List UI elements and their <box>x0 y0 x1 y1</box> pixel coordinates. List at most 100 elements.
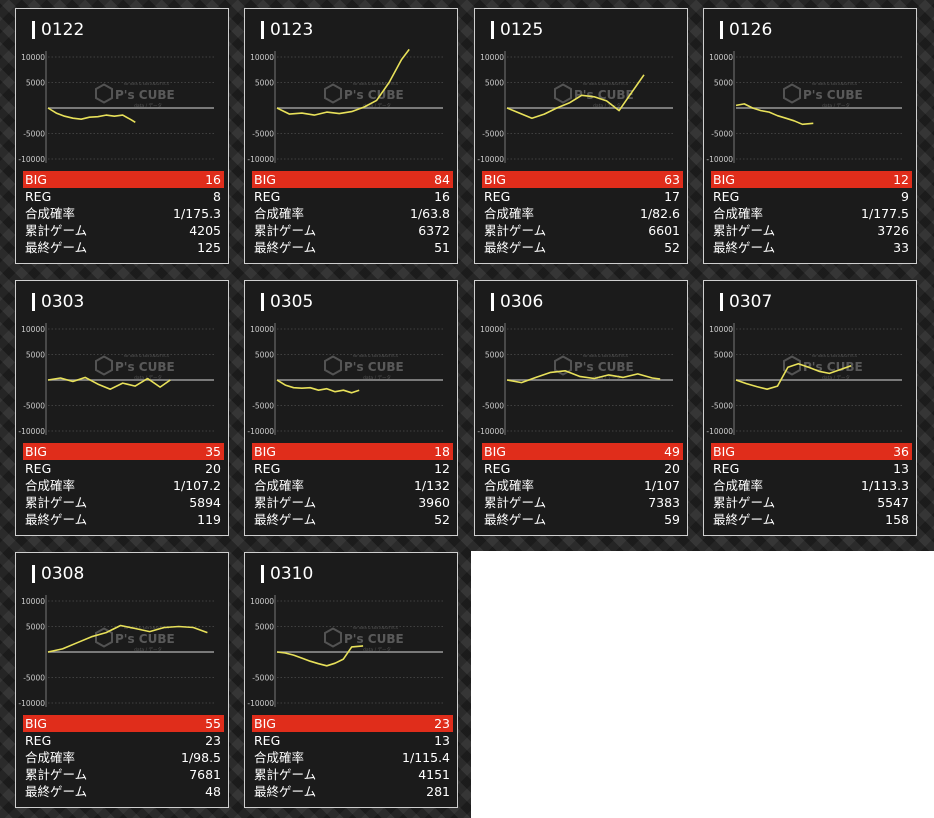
stat-label-total-games: 累計ゲーム <box>25 223 88 238</box>
machine-number[interactable]: 0307 <box>729 292 773 312</box>
stat-label-probability: 合成確率 <box>25 750 76 765</box>
machine-card-0310[interactable]: 0310 10000 5000 -5000 -10000 P's CUBE for dat… <box>244 552 458 808</box>
stat-row-reg: REG 17 <box>482 188 683 205</box>
stat-value-probability: 1/115.4 <box>402 750 450 765</box>
stat-row-probability: 合成確率 1/132 <box>252 477 453 494</box>
watermark-text: P's CUBE <box>344 88 404 102</box>
y-tick-label: 5000 <box>255 79 274 88</box>
stat-value-total-games: 5547 <box>877 495 909 510</box>
machine-card-0125[interactable]: 0125 10000 5000 -5000 -10000 P's CUBE for dat… <box>474 8 688 264</box>
stat-value-big: 36 <box>893 444 909 459</box>
slump-graph: 10000 5000 -5000 -10000 P's CUBE for data & s… <box>245 317 459 441</box>
stat-value-total-games: 3726 <box>877 223 909 238</box>
watermark-hex-icon <box>324 83 342 104</box>
machine-number[interactable]: 0126 <box>729 20 773 40</box>
machine-card-0303[interactable]: 0303 10000 5000 -5000 -10000 P's CUBE for dat… <box>15 280 229 536</box>
stat-label-big: BIG <box>713 444 735 459</box>
stat-value-probability: 1/177.5 <box>861 206 909 221</box>
y-tick-label: -5000 <box>711 402 733 411</box>
slump-graph-svg: 10000 5000 -5000 -10000 P's CUBE for data & s… <box>247 595 443 708</box>
stat-value-last-game: 52 <box>434 512 450 527</box>
stat-value-total-games: 7681 <box>189 767 221 782</box>
stat-label-reg: REG <box>713 461 740 476</box>
stat-label-total-games: 累計ゲーム <box>484 495 547 510</box>
series-line <box>276 645 364 667</box>
machine-card-0122[interactable]: 0122 10000 5000 -5000 -10000 P's CUBE for dat… <box>15 8 229 264</box>
machine-card-0306[interactable]: 0306 10000 5000 -5000 -10000 P's CUBE for dat… <box>474 280 688 536</box>
machine-number[interactable]: 0123 <box>270 20 314 40</box>
stat-label-big: BIG <box>254 444 276 459</box>
stat-row-probability: 合成確率 1/82.6 <box>482 205 683 222</box>
y-tick-label: 5000 <box>26 623 45 632</box>
stat-row-big: BIG 23 <box>252 715 453 732</box>
stat-label-probability: 合成確率 <box>484 206 535 221</box>
stats-table: BIG 12 REG 9 合成確率 1/177.5 累計ゲーム 3726 最終ゲ… <box>711 171 912 256</box>
stat-label-reg: REG <box>713 189 740 204</box>
stat-value-last-game: 48 <box>205 784 221 799</box>
watermark-hex-icon <box>783 355 801 376</box>
slump-graph-svg: 10000 5000 -5000 -10000 P's CUBE for data & s… <box>477 323 673 436</box>
machine-number[interactable]: 0308 <box>41 564 85 584</box>
stats-table: BIG 36 REG 13 合成確率 1/113.3 累計ゲーム 5547 最終… <box>711 443 912 528</box>
stat-value-big: 12 <box>893 172 909 187</box>
watermark-hex-icon <box>554 83 572 104</box>
machine-number[interactable]: 0306 <box>500 292 544 312</box>
title-accent-bar <box>261 21 264 39</box>
y-tick-label: -10000 <box>247 155 274 164</box>
stat-value-big: 63 <box>664 172 680 187</box>
machine-card-0308[interactable]: 0308 10000 5000 -5000 -10000 P's CUBE for dat… <box>15 552 229 808</box>
stat-row-last-game: 最終ゲーム 125 <box>23 239 224 256</box>
machine-number[interactable]: 0125 <box>500 20 544 40</box>
slump-graph: 10000 5000 -5000 -10000 P's CUBE for data & s… <box>475 317 689 441</box>
stat-label-total-games: 累計ゲーム <box>713 223 776 238</box>
stat-value-probability: 1/98.5 <box>181 750 221 765</box>
y-tick-label: 10000 <box>480 325 504 334</box>
y-tick-label: 5000 <box>255 623 274 632</box>
watermark-note: data / データ <box>822 374 850 381</box>
y-tick-label: 5000 <box>485 351 504 360</box>
y-tick-label: 10000 <box>709 325 733 334</box>
stat-label-reg: REG <box>254 189 281 204</box>
stat-row-last-game: 最終ゲーム 48 <box>23 783 224 800</box>
y-tick-label: 5000 <box>714 79 733 88</box>
machine-card-0307[interactable]: 0307 10000 5000 -5000 -10000 P's CUBE for dat… <box>703 280 917 536</box>
stat-value-reg: 23 <box>205 733 221 748</box>
stat-row-reg: REG 9 <box>711 188 912 205</box>
stat-row-probability: 合成確率 1/63.8 <box>252 205 453 222</box>
stat-value-big: 49 <box>664 444 680 459</box>
y-tick-label: -5000 <box>482 402 504 411</box>
stat-row-reg: REG 16 <box>252 188 453 205</box>
watermark-text: P's CUBE <box>803 88 863 102</box>
y-tick-label: 10000 <box>21 597 45 606</box>
y-tick-label: 5000 <box>26 351 45 360</box>
stat-value-reg: 8 <box>213 189 221 204</box>
stat-label-big: BIG <box>254 172 276 187</box>
machine-card-0126[interactable]: 0126 10000 5000 -5000 -10000 P's CUBE for dat… <box>703 8 917 264</box>
watermark-note: data / データ <box>363 374 391 381</box>
stat-label-reg: REG <box>25 461 52 476</box>
y-tick-label: 5000 <box>485 79 504 88</box>
y-tick-label: -10000 <box>477 155 504 164</box>
stat-label-total-games: 累計ゲーム <box>484 223 547 238</box>
stat-row-reg: REG 13 <box>711 460 912 477</box>
stat-value-reg: 16 <box>434 189 450 204</box>
stat-row-last-game: 最終ゲーム 33 <box>711 239 912 256</box>
series-line <box>506 369 661 384</box>
y-tick-label: -5000 <box>482 130 504 139</box>
stat-value-total-games: 4205 <box>189 223 221 238</box>
machine-number[interactable]: 0310 <box>270 564 314 584</box>
stat-value-big: 18 <box>434 444 450 459</box>
machine-number[interactable]: 0303 <box>41 292 85 312</box>
stat-label-big: BIG <box>713 172 735 187</box>
machine-number[interactable]: 0305 <box>270 292 314 312</box>
machine-card-0305[interactable]: 0305 10000 5000 -5000 -10000 P's CUBE for dat… <box>244 280 458 536</box>
stat-label-total-games: 累計ゲーム <box>254 767 317 782</box>
machine-number[interactable]: 0122 <box>41 20 85 40</box>
y-tick-label: 10000 <box>21 53 45 62</box>
series-line <box>47 376 171 390</box>
machine-card-0123[interactable]: 0123 10000 5000 -5000 -10000 P's CUBE for dat… <box>244 8 458 264</box>
